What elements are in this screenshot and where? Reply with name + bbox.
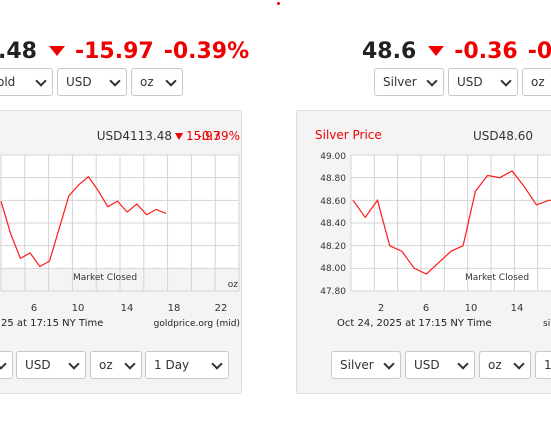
silver-bottom-range: 1 <box>544 358 551 372</box>
x-tick: 6 <box>423 303 429 314</box>
gold-chart-change: 15.97 <box>186 129 220 143</box>
gold-bottom-unit: oz <box>99 358 113 372</box>
gold-bottom-currency: USD <box>25 358 51 372</box>
chevron-down-icon <box>109 75 121 87</box>
chevron-down-icon <box>165 75 177 87</box>
gold-currency-value: USD <box>66 75 92 89</box>
gold-price: .48 <box>0 38 37 64</box>
silver-price: 48.6 <box>362 38 417 64</box>
gold-bottom-range: 1 Day <box>154 358 190 372</box>
silver-chart-price: USD48.60 <box>473 129 533 143</box>
silver-chart-title: Silver Price <box>315 128 382 142</box>
x-axis-ticks: 6 10 14 18 22 <box>31 303 228 314</box>
silver-price-chart: Silver Price USD48.60 49.00 48.80 48.60 … <box>315 128 551 329</box>
silver-headline: 48.6 -0.36 -0.7 <box>362 36 551 66</box>
gold-currency-select-bottom[interactable]: USD <box>16 351 86 379</box>
gold-timestamp: 25 at 17:15 NY Time <box>1 318 103 329</box>
chevron-down-icon <box>513 358 525 370</box>
y-tick: 48.40 <box>320 219 346 229</box>
gold-currency-select[interactable]: USD <box>57 68 127 96</box>
y-tick: 49.00 <box>320 152 346 162</box>
y-tick: 48.20 <box>320 242 346 252</box>
gold-chart-percent: -0.39% <box>198 129 240 143</box>
chevron-down-icon <box>426 75 438 87</box>
silver-timestamp: Oct 24, 2025 at 17:15 NY Time <box>337 318 492 329</box>
down-arrow-icon <box>428 46 445 56</box>
silver-range-select[interactable]: 1 <box>535 351 551 379</box>
gold-price-chart: USD4113.48 15.97 -0.39% Market Closed oz… <box>0 129 240 329</box>
silver-change: -0.36 <box>454 38 518 64</box>
y-tick: 48.80 <box>320 174 346 184</box>
x-tick: 2 <box>378 303 384 314</box>
gold-headline: .48 -15.97 -0.39% <box>0 36 259 66</box>
silver-source: silv <box>543 319 551 329</box>
chevron-down-icon <box>0 358 7 370</box>
chevron-down-icon <box>500 75 512 87</box>
chevron-down-icon <box>211 358 223 370</box>
down-arrow-icon <box>175 133 183 140</box>
gold-source: goldprice.org (mid) <box>154 319 240 329</box>
gold-chart-card: USD4113.48 15.97 -0.39% Market Closed oz… <box>0 110 242 394</box>
gold-metal-select[interactable]: old <box>0 68 53 96</box>
gold-unit-value: oz <box>140 75 154 89</box>
grid <box>350 154 551 292</box>
gold-range-select[interactable]: 1 Day <box>145 351 229 379</box>
y-tick: 47.80 <box>320 287 346 297</box>
silver-unit-select-bottom[interactable]: oz <box>479 351 531 379</box>
market-status: Market Closed <box>73 273 137 283</box>
y-tick: 48.00 <box>320 264 346 274</box>
silver-bottom-metal: Silver <box>340 358 374 372</box>
gold-metal-value: old <box>0 75 16 89</box>
silver-unit-select[interactable]: oz <box>522 68 551 96</box>
y-axis-ticks: 49.00 48.80 48.60 48.40 48.20 48.00 47.8… <box>320 152 346 297</box>
silver-metal-select[interactable]: Silver <box>374 68 444 96</box>
silver-chart-card: Silver Price USD48.60 49.00 48.80 48.60 … <box>296 110 551 394</box>
gold-chart-price: USD4113.48 <box>97 129 172 143</box>
x-tick: 6 <box>31 303 37 314</box>
x-tick: 14 <box>121 303 134 314</box>
silver-percent: -0.7 <box>527 38 551 64</box>
x-tick: 10 <box>465 303 478 314</box>
silver-metal-value: Silver <box>383 75 417 89</box>
silver-unit-value: oz <box>531 75 545 89</box>
status-dot <box>277 2 280 5</box>
silver-bottom-currency: USD <box>414 358 440 372</box>
x-tick: 18 <box>168 303 181 314</box>
market-status: Market Closed <box>465 273 529 283</box>
silver-bottom-unit: oz <box>488 358 502 372</box>
down-arrow-icon <box>48 46 65 56</box>
y-tick: 48.60 <box>320 197 346 207</box>
gold-change: -15.97 <box>74 38 154 64</box>
gold-metal-select-bottom[interactable] <box>0 351 13 379</box>
chevron-down-icon <box>457 358 469 370</box>
x-tick: 14 <box>511 303 524 314</box>
chevron-down-icon <box>68 358 80 370</box>
gold-unit-select-bottom[interactable]: oz <box>90 351 142 379</box>
gold-unit-select[interactable]: oz <box>131 68 183 96</box>
gold-percent: -0.39% <box>163 38 250 64</box>
silver-series-line <box>352 170 551 275</box>
x-axis-ticks: 2 6 10 14 <box>378 303 524 314</box>
chevron-down-icon <box>35 75 47 87</box>
grid <box>0 154 240 292</box>
chevron-down-icon <box>383 358 395 370</box>
silver-currency-select[interactable]: USD <box>448 68 518 96</box>
silver-currency-select-bottom[interactable]: USD <box>405 351 475 379</box>
x-tick: 22 <box>215 303 228 314</box>
silver-metal-select-bottom[interactable]: Silver <box>331 351 401 379</box>
x-tick: 10 <box>72 303 85 314</box>
chevron-down-icon <box>124 358 136 370</box>
silver-currency-value: USD <box>457 75 483 89</box>
gold-series-line <box>0 175 167 268</box>
chart-unit: oz <box>228 280 239 290</box>
